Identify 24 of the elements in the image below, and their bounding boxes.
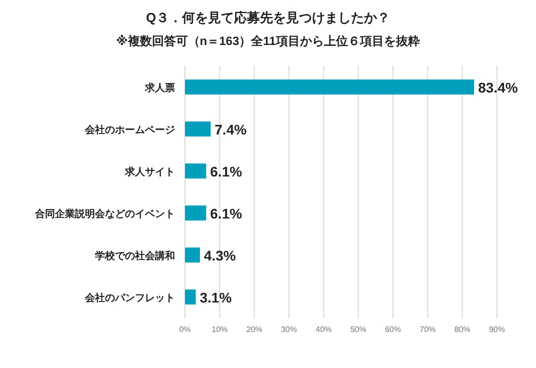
data-label: 6.1% [210,206,242,222]
xtick: 90% [489,325,505,334]
xtick: 20% [246,325,262,334]
data-label: 4.3% [204,248,236,264]
category: 会社のホームページ [85,125,175,136]
category: 学校での社会講和 [95,251,175,262]
xtick: 70% [420,325,436,334]
category: 合同企業説明会などのイベント [35,209,175,220]
xtick: 10% [212,325,228,334]
category: 求人票 [145,83,175,94]
title: Q３．何を見て応募先を見つけましたか？ [146,10,390,25]
xtick: 40% [316,325,332,334]
data-label: 3.1% [200,290,232,306]
data-label: 7.4% [214,122,247,138]
subtitle: ※複数回答可（n＝163）全11項目から上位６項目を抜粋 [116,34,420,48]
xtick: 30% [281,325,297,334]
data-label: 6.1% [210,164,242,180]
category: 会社のパンフレット [85,293,175,304]
data-label: 83.4% [478,80,518,96]
category: 求人サイト [125,167,175,178]
xtick: 0% [179,325,191,334]
xtick: 60% [385,325,401,334]
xtick: 50% [350,325,366,334]
xtick: 80% [454,325,470,334]
